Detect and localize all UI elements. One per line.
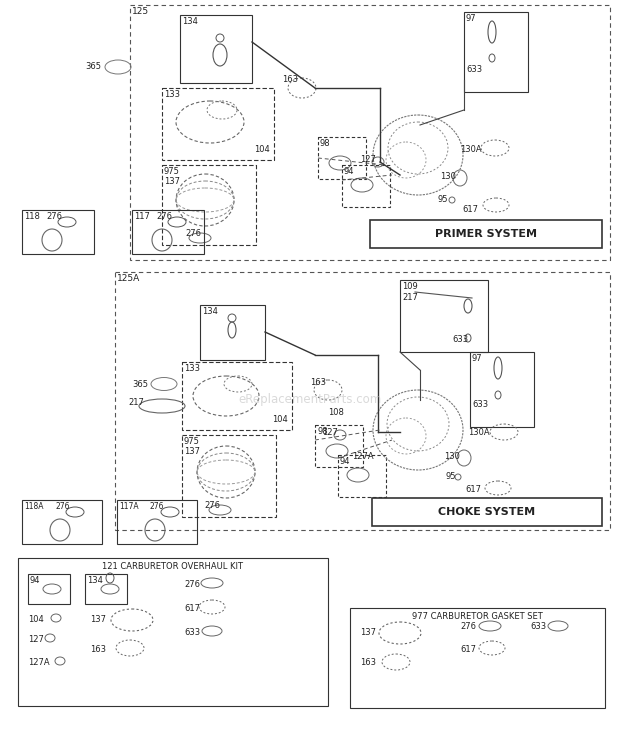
Text: 633: 633 <box>472 400 488 409</box>
Text: 163: 163 <box>282 75 298 84</box>
Text: 94: 94 <box>344 167 355 176</box>
Bar <box>28 574 70 604</box>
Text: 217: 217 <box>402 293 418 302</box>
Text: 633: 633 <box>466 65 482 74</box>
Bar <box>22 210 94 254</box>
Text: 137: 137 <box>360 628 376 637</box>
Text: 108: 108 <box>328 408 344 417</box>
Bar <box>22 500 102 544</box>
Text: eReplacementParts.com: eReplacementParts.com <box>238 394 382 406</box>
Text: 104: 104 <box>28 615 44 624</box>
Text: 137: 137 <box>184 447 200 456</box>
Text: 276: 276 <box>460 622 476 631</box>
Text: 117: 117 <box>134 212 150 221</box>
Text: 134: 134 <box>182 17 198 26</box>
Text: 109: 109 <box>402 282 418 291</box>
Bar <box>464 12 528 92</box>
Bar <box>130 5 610 260</box>
Text: 276: 276 <box>184 580 200 589</box>
Text: 98: 98 <box>320 139 330 148</box>
Bar <box>370 220 602 248</box>
Bar <box>162 165 256 245</box>
Text: 95: 95 <box>445 472 456 481</box>
Bar <box>470 352 534 427</box>
Bar <box>400 280 488 352</box>
Text: 217: 217 <box>128 398 144 407</box>
Text: 617: 617 <box>465 485 481 494</box>
Text: 633: 633 <box>184 628 200 637</box>
Text: 163: 163 <box>90 645 106 654</box>
Text: 95: 95 <box>438 195 448 204</box>
Text: 97: 97 <box>472 354 482 363</box>
Text: 365: 365 <box>85 62 101 71</box>
Text: 133: 133 <box>164 90 180 99</box>
Text: 633: 633 <box>530 622 546 631</box>
Bar <box>182 362 292 430</box>
Text: 633: 633 <box>452 335 468 344</box>
Bar <box>180 15 252 83</box>
Text: 98: 98 <box>317 427 327 436</box>
Text: 276: 276 <box>204 501 220 510</box>
Text: 134: 134 <box>202 307 218 316</box>
Text: 137: 137 <box>164 177 180 186</box>
Text: 121 CARBURETOR OVERHAUL KIT: 121 CARBURETOR OVERHAUL KIT <box>102 562 244 571</box>
Text: 127A: 127A <box>352 452 374 461</box>
Bar <box>338 455 386 497</box>
Bar <box>372 498 602 526</box>
Text: 127: 127 <box>322 428 338 437</box>
Text: 163: 163 <box>360 658 376 667</box>
Text: 975: 975 <box>164 167 180 176</box>
Text: CHOKE SYSTEM: CHOKE SYSTEM <box>438 507 536 517</box>
Text: 617: 617 <box>460 645 476 654</box>
Text: 104: 104 <box>272 415 288 424</box>
Text: 118A: 118A <box>24 502 43 511</box>
Text: 125A: 125A <box>117 274 140 283</box>
Text: 127: 127 <box>360 155 376 164</box>
Text: 276: 276 <box>185 229 201 238</box>
Text: 365: 365 <box>132 380 148 389</box>
Text: 94: 94 <box>30 576 40 585</box>
Bar <box>132 210 204 254</box>
Text: 133: 133 <box>184 364 200 373</box>
Text: 127: 127 <box>28 635 44 644</box>
Bar <box>162 88 274 160</box>
Text: 117A: 117A <box>119 502 139 511</box>
Text: 130: 130 <box>440 172 456 181</box>
Text: 125: 125 <box>132 7 149 16</box>
Text: 134: 134 <box>87 576 103 585</box>
Text: 130: 130 <box>444 452 460 461</box>
Bar <box>182 435 276 517</box>
Bar <box>350 608 605 708</box>
Text: 276: 276 <box>156 212 172 221</box>
Text: 276: 276 <box>150 502 164 511</box>
Bar <box>200 305 265 360</box>
Text: 617: 617 <box>184 604 200 613</box>
Bar <box>115 272 610 530</box>
Bar <box>315 425 363 467</box>
Bar <box>85 574 127 604</box>
Text: 130A: 130A <box>468 428 490 437</box>
Text: 137: 137 <box>90 615 106 624</box>
Text: 104: 104 <box>254 145 270 154</box>
Text: 276: 276 <box>46 212 62 221</box>
Text: 127A: 127A <box>28 658 50 667</box>
Bar <box>318 137 366 179</box>
Text: 94: 94 <box>340 457 350 466</box>
Text: 276: 276 <box>55 502 69 511</box>
Bar <box>117 500 197 544</box>
Text: 130A: 130A <box>460 145 482 154</box>
Text: 118: 118 <box>24 212 40 221</box>
Text: 163: 163 <box>310 378 326 387</box>
Text: 617: 617 <box>462 205 478 214</box>
Text: 977 CARBURETOR GASKET SET: 977 CARBURETOR GASKET SET <box>412 612 542 621</box>
Bar <box>342 165 390 207</box>
Text: 97: 97 <box>466 14 477 23</box>
Text: PRIMER SYSTEM: PRIMER SYSTEM <box>435 229 537 239</box>
Text: 975: 975 <box>184 437 200 446</box>
Bar <box>18 558 328 706</box>
